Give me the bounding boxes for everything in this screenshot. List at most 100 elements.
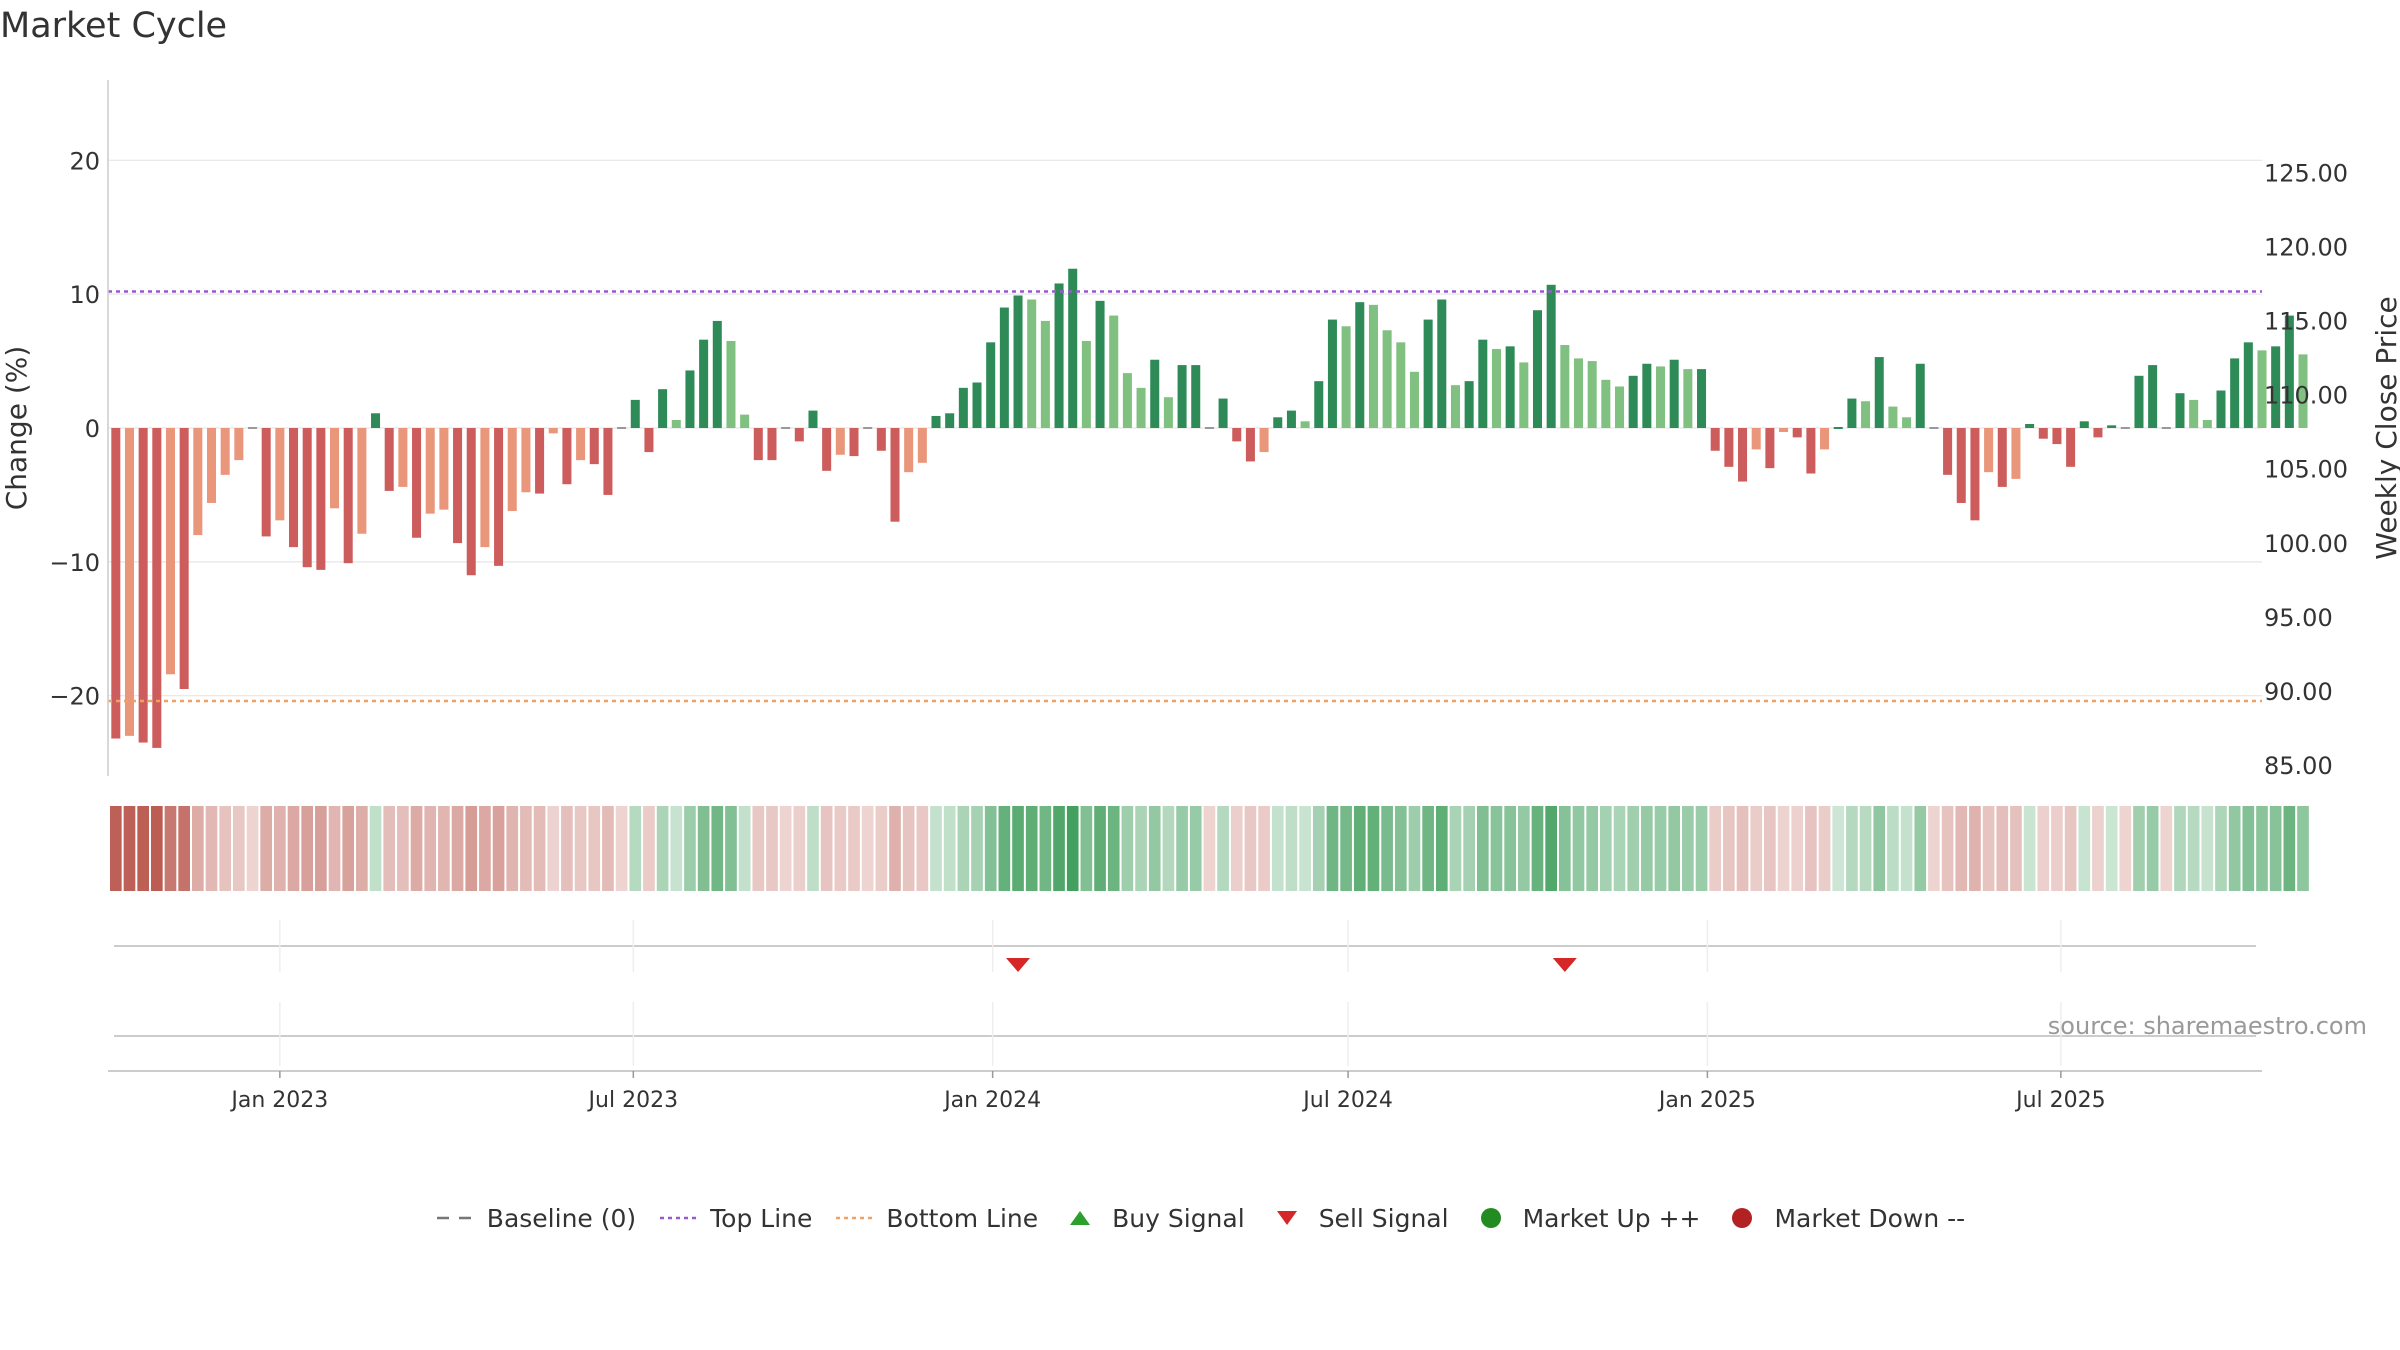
bar xyxy=(206,428,217,503)
heat-cell xyxy=(2160,806,2173,891)
sell-signal-marker xyxy=(1006,958,1031,972)
bar xyxy=(1669,359,1679,428)
heat-cell xyxy=(766,806,778,891)
bar xyxy=(1656,366,1666,428)
heat-cell xyxy=(424,806,437,891)
heat-cell xyxy=(287,806,300,891)
heat-cell xyxy=(1394,806,1407,891)
bar xyxy=(1464,381,1474,428)
bar xyxy=(1122,373,1132,428)
heat-cell xyxy=(1340,806,1352,891)
heat-cell xyxy=(1586,806,1599,891)
heat-cell xyxy=(383,806,396,891)
heat-cell xyxy=(2283,806,2296,891)
heat-cell xyxy=(1080,806,1093,891)
bar xyxy=(576,428,586,461)
bar xyxy=(589,428,599,465)
heat-cell xyxy=(164,806,177,891)
bar xyxy=(1027,299,1037,428)
bar xyxy=(1546,284,1556,428)
bar xyxy=(1013,295,1023,428)
bar xyxy=(1628,375,1638,428)
heat-cell xyxy=(1996,806,2009,891)
legend-item-buy: Buy Signal xyxy=(1060,1204,1245,1233)
heat-cell xyxy=(1613,806,1626,891)
y-tick-label: −10 xyxy=(49,549,100,577)
heat-cell xyxy=(465,806,478,891)
heat-cell xyxy=(861,806,874,891)
heat-cell xyxy=(629,806,642,891)
heat-cell xyxy=(930,806,942,891)
x-tick-label: Jan 2023 xyxy=(229,1088,328,1113)
bar xyxy=(1587,361,1597,428)
heat-cell xyxy=(684,806,696,891)
heat-cell xyxy=(1312,806,1325,891)
heat-cell xyxy=(984,806,997,891)
bar xyxy=(398,428,408,487)
heat-cell xyxy=(1846,806,1858,891)
heat-cell xyxy=(2242,806,2255,891)
bar xyxy=(2243,342,2253,428)
bar xyxy=(1423,319,1433,428)
heat-cell xyxy=(492,806,505,891)
heat-cell xyxy=(752,806,765,891)
bar xyxy=(1437,299,1447,428)
heat-cell xyxy=(506,806,519,891)
heat-cell xyxy=(1381,806,1393,891)
bar xyxy=(1327,319,1337,428)
bar xyxy=(330,428,340,509)
heat-cell xyxy=(1941,806,1954,891)
bar xyxy=(822,428,832,471)
bar xyxy=(1902,417,1912,428)
heat-cell xyxy=(410,806,423,891)
heat-cell xyxy=(479,806,491,891)
bar xyxy=(1779,428,1789,433)
bar xyxy=(2107,425,2117,428)
y2-tick-label: 120.00 xyxy=(2264,234,2348,262)
bar xyxy=(740,414,750,428)
bar xyxy=(699,339,709,428)
bar xyxy=(2038,428,2048,439)
y2-tick-label: 85.00 xyxy=(2264,752,2333,780)
y2-tick-label: 125.00 xyxy=(2264,160,2348,188)
heat-cell xyxy=(109,806,122,891)
x-tick-label: Jan 2024 xyxy=(942,1088,1041,1113)
bar xyxy=(2134,375,2144,428)
circle-green-icon xyxy=(1480,1208,1501,1228)
heat-cell xyxy=(342,806,355,891)
bar xyxy=(917,428,927,463)
heat-cell xyxy=(1900,806,1913,891)
heat-cell xyxy=(1435,806,1448,891)
bar xyxy=(1150,359,1160,428)
bar xyxy=(1409,371,1419,428)
bar xyxy=(1642,363,1652,428)
heat-cell xyxy=(2187,806,2200,891)
heat-cell xyxy=(725,806,737,891)
baseline-swatch xyxy=(436,1216,473,1220)
heat-cell xyxy=(1709,806,1722,891)
sell-signal-marker xyxy=(1552,958,1577,972)
bar xyxy=(863,427,873,429)
heat-cell xyxy=(397,806,409,891)
heat-cell xyxy=(1572,806,1585,891)
heat-cell xyxy=(2133,806,2145,891)
bar xyxy=(1450,385,1460,428)
heat-cell xyxy=(1654,806,1667,891)
bar xyxy=(179,428,189,689)
bar xyxy=(1177,365,1187,428)
bar xyxy=(1738,428,1748,482)
bar xyxy=(2161,427,2171,429)
bar xyxy=(999,307,1009,428)
bar xyxy=(1081,341,1091,428)
bar xyxy=(890,428,900,522)
heat-cell xyxy=(2051,806,2063,891)
heat-cell xyxy=(793,806,806,891)
heat-cell xyxy=(2119,806,2132,891)
heat-cell xyxy=(274,806,286,891)
heat-cell xyxy=(1244,806,1257,891)
bar xyxy=(521,428,531,493)
bar xyxy=(685,370,695,428)
x-tick-label: Jul 2023 xyxy=(587,1088,679,1113)
bar xyxy=(275,428,285,521)
